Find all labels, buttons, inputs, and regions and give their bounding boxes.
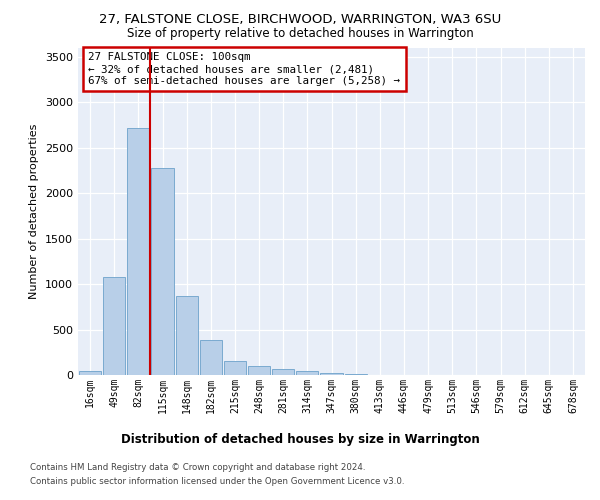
Bar [79,372,101,375]
Text: 27, FALSTONE CLOSE, BIRCHWOOD, WARRINGTON, WA3 6SU: 27, FALSTONE CLOSE, BIRCHWOOD, WARRINGTO… [99,12,501,26]
Bar [224,361,246,375]
Text: Distribution of detached houses by size in Warrington: Distribution of detached houses by size … [121,432,479,446]
Text: Contains public sector information licensed under the Open Government Licence v3: Contains public sector information licen… [30,478,404,486]
Bar [151,168,173,375]
Bar [176,296,198,375]
Text: Contains HM Land Registry data © Crown copyright and database right 2024.: Contains HM Land Registry data © Crown c… [30,462,365,471]
Bar [344,374,367,375]
Text: 27 FALSTONE CLOSE: 100sqm
← 32% of detached houses are smaller (2,481)
67% of se: 27 FALSTONE CLOSE: 100sqm ← 32% of detac… [88,52,400,86]
Bar [320,373,343,375]
Bar [248,366,270,375]
Bar [127,128,149,375]
Bar [296,372,319,375]
Bar [200,340,222,375]
Bar [103,277,125,375]
Y-axis label: Number of detached properties: Number of detached properties [29,124,40,299]
Text: Size of property relative to detached houses in Warrington: Size of property relative to detached ho… [127,28,473,40]
Bar [272,369,295,375]
